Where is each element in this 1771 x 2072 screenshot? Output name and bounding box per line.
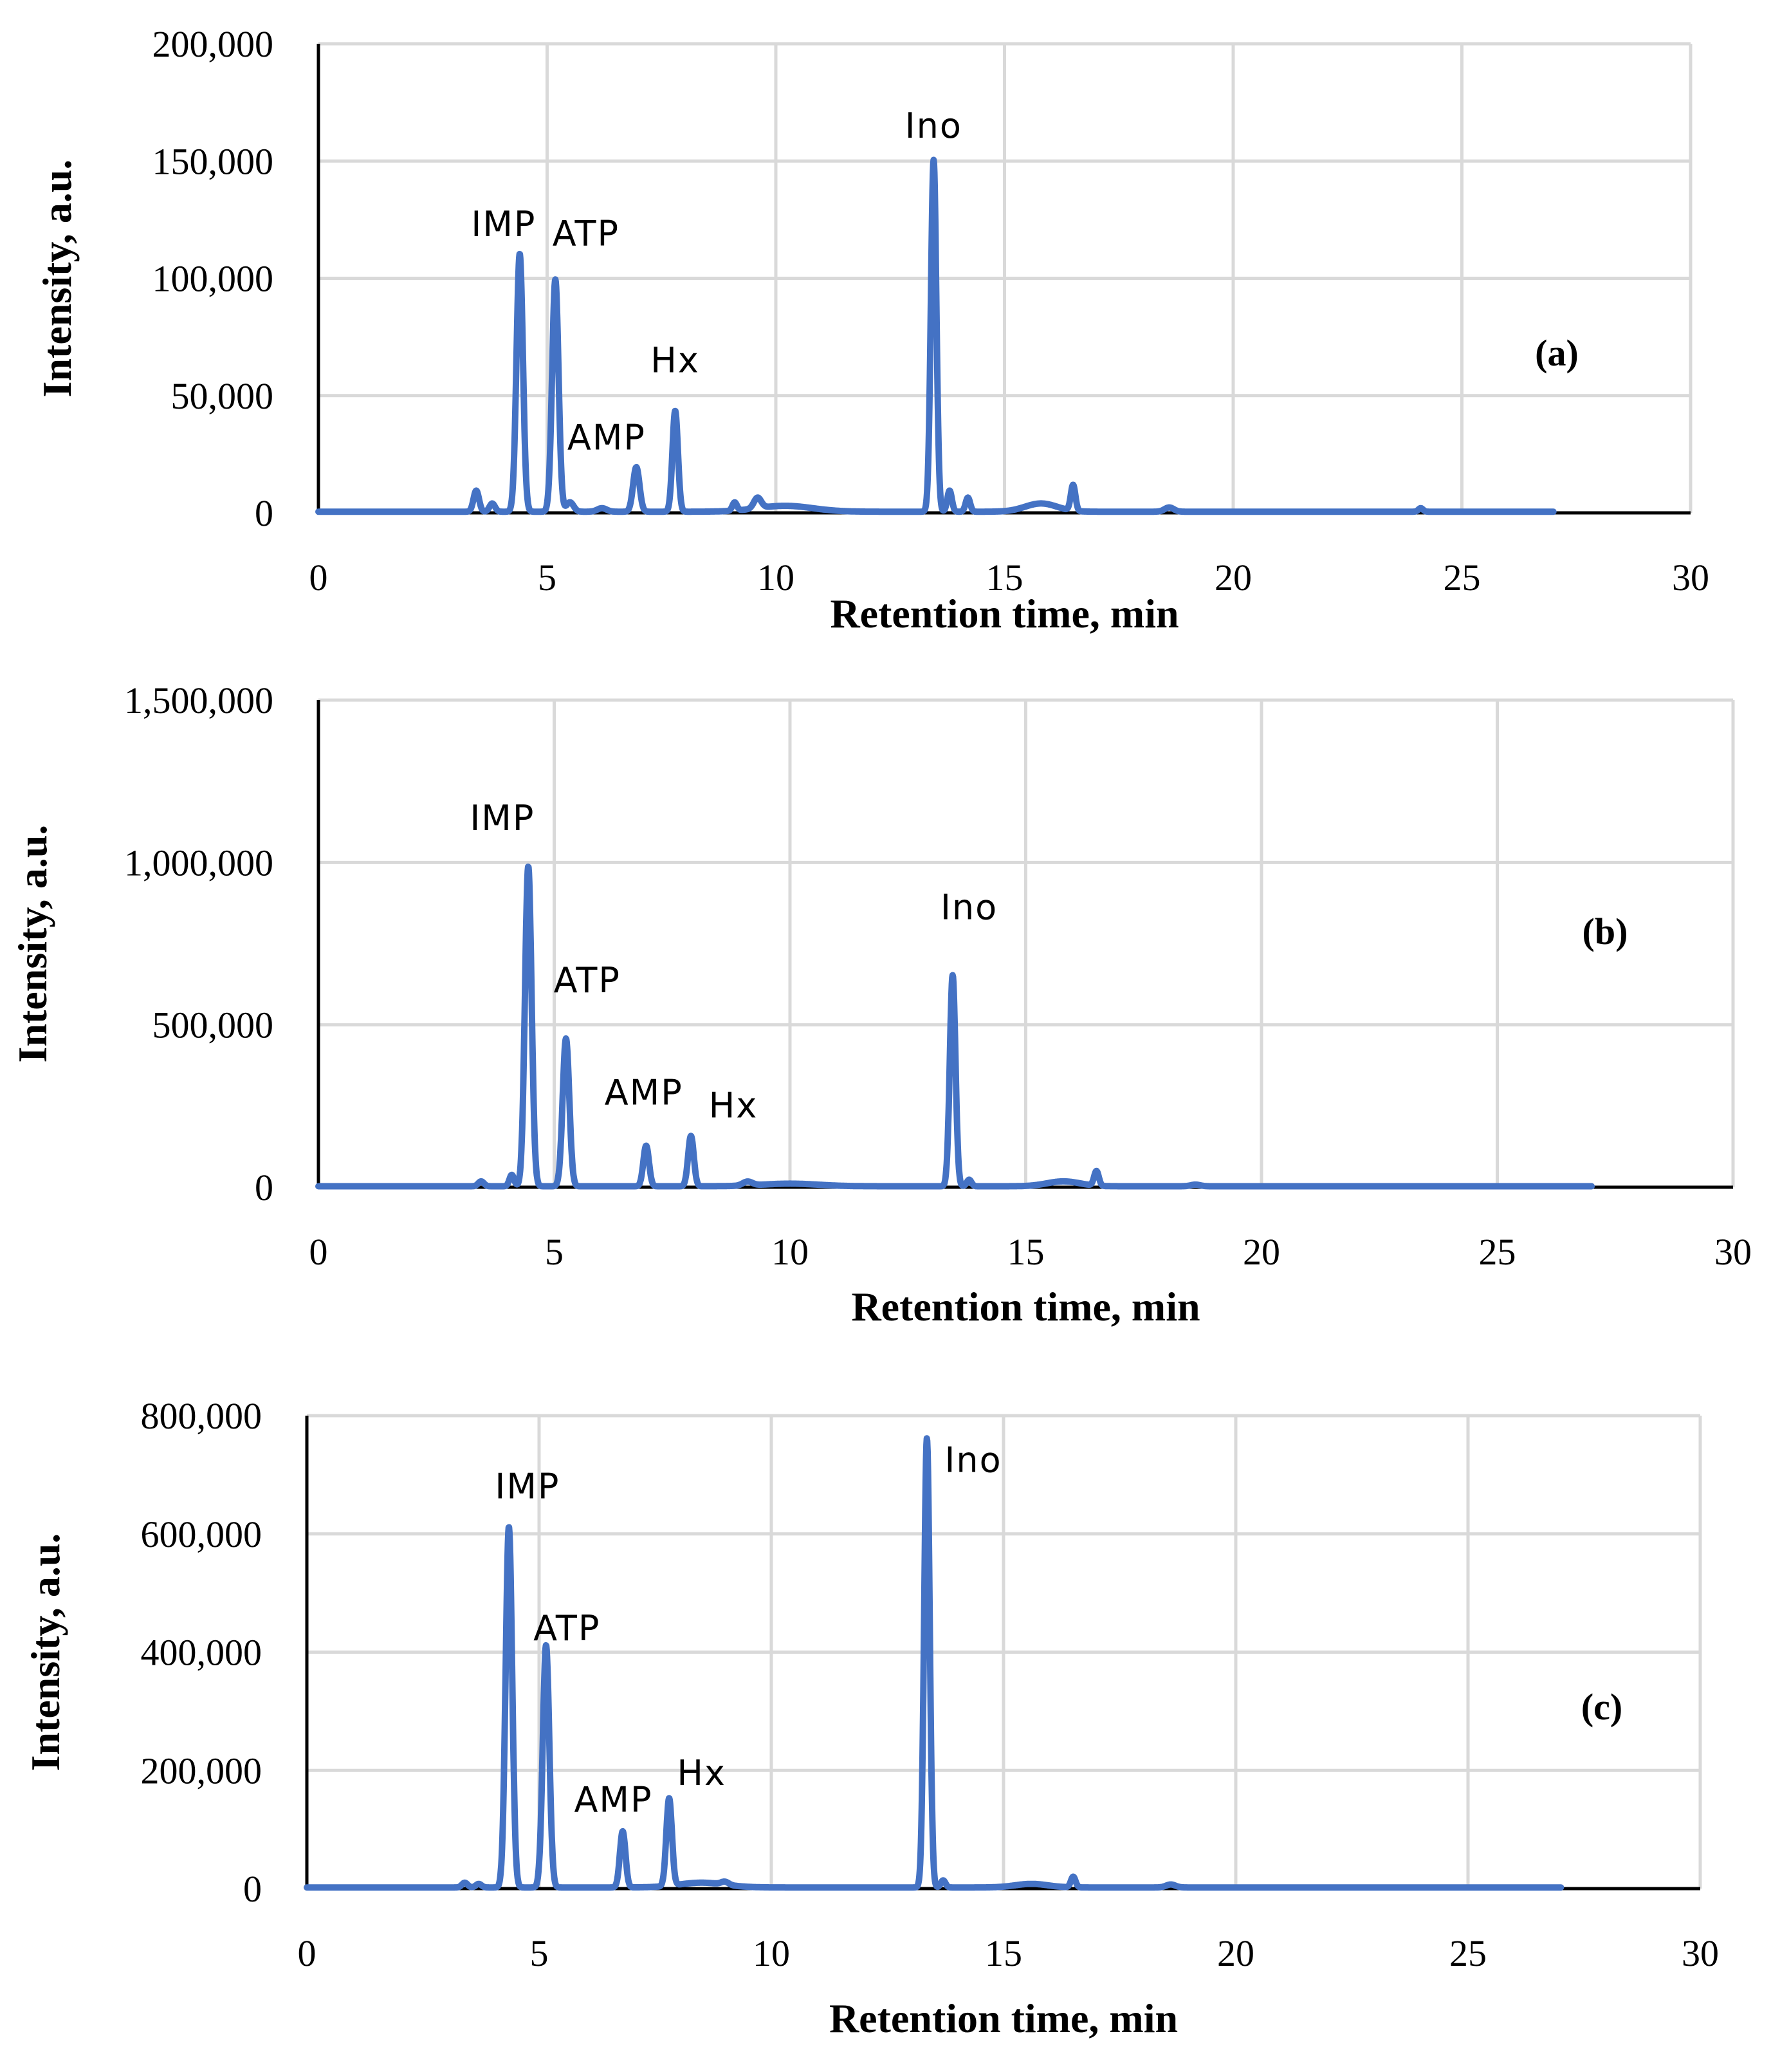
x-tick-label: 0 [309,557,328,598]
x-tick-label: 5 [538,557,556,598]
x-tick-label: 5 [530,1932,549,1974]
x-tick-label: 15 [1007,1231,1045,1273]
y-axis-title: Intensity, a.u. [34,160,80,398]
y-tick-label: 0 [255,1167,273,1208]
panel-label: (a) [1535,332,1579,374]
panel-c: 0 200,000 400,000 600,000 800,000 0 5 10 15 20 25 3… [23,1395,1719,2041]
peak-label-ino: Ino [944,1439,1002,1480]
x-tick-label: 20 [1217,1932,1254,1974]
y-tick-label: 200,000 [152,23,274,65]
panel-b: 0 500,000 1,000,000 1,500,000 0 5 10 15 20 25 30 Re… [10,680,1752,1329]
panel-label: (b) [1583,911,1628,952]
x-tick-label: 30 [1672,557,1709,598]
y-tick-label: 800,000 [141,1395,262,1437]
chromatogram-trace [315,864,1595,1190]
x-tick-label: 20 [1243,1231,1280,1273]
peak-label-atp: ATP [554,960,621,1001]
y-tick-label: 500,000 [152,1004,274,1046]
x-tick-label: 15 [985,1932,1022,1974]
y-tick-label: 100,000 [152,258,274,300]
peak-label-amp: AMP [605,1072,683,1113]
x-axis-title: Retention time, min [830,591,1179,636]
x-axis-title: Retention time, min [829,1995,1178,2041]
x-tick-label: 30 [1682,1932,1719,1974]
peak-label-amp: AMP [574,1780,652,1820]
x-tick-label: 0 [298,1932,317,1974]
x-tick-label: 10 [771,1231,809,1273]
y-tick-label: 0 [255,492,273,534]
y-tick-label: 50,000 [171,375,274,417]
x-axis-title: Retention time, min [851,1284,1200,1329]
peak-label-imp: IMP [470,798,535,838]
y-tick-label: 400,000 [141,1632,262,1674]
x-tick-label: 10 [757,557,794,598]
y-axis-title: Intensity, a.u. [10,825,55,1063]
x-tick-label: 25 [1479,1231,1516,1273]
y-axis-title: Intensity, a.u. [23,1533,68,1771]
y-tick-label: 1,000,000 [124,842,273,883]
peak-label-ino: Ino [905,106,962,146]
y-tick-label: 150,000 [152,140,274,182]
peak-label-imp: IMP [471,204,536,245]
x-tick-label: 20 [1215,557,1252,598]
x-tick-label: 5 [545,1231,564,1273]
x-tick-label: 10 [753,1932,790,1974]
peak-label-hx: Hx [677,1753,726,1793]
y-tick-label: 0 [243,1868,262,1910]
x-tick-label: 25 [1444,557,1481,598]
y-tick-label: 1,500,000 [124,680,273,721]
x-tick-label: 15 [986,557,1023,598]
y-tick-label: 200,000 [141,1750,262,1791]
y-tick-label: 600,000 [141,1513,262,1555]
x-tick-label: 25 [1449,1932,1487,1974]
chromatogram-trace [304,1435,1565,1891]
peak-label-hx: Hx [709,1085,758,1125]
panel-label: (c) [1581,1686,1622,1728]
x-tick-label: 0 [309,1231,328,1273]
peak-label-atp: ATP [553,213,619,254]
peak-label-amp: AMP [567,418,646,458]
peak-label-imp: IMP [495,1466,560,1507]
peak-label-ino: Ino [941,887,998,928]
chromatogram-trace [315,156,1557,515]
x-tick-label: 30 [1714,1231,1752,1273]
peak-label-atp: ATP [533,1608,600,1649]
peak-label-hx: Hx [650,340,700,380]
panel-a: 0 50,000 100,000 150,000 200,000 0 5 10 15 20 25 30… [34,23,1709,636]
